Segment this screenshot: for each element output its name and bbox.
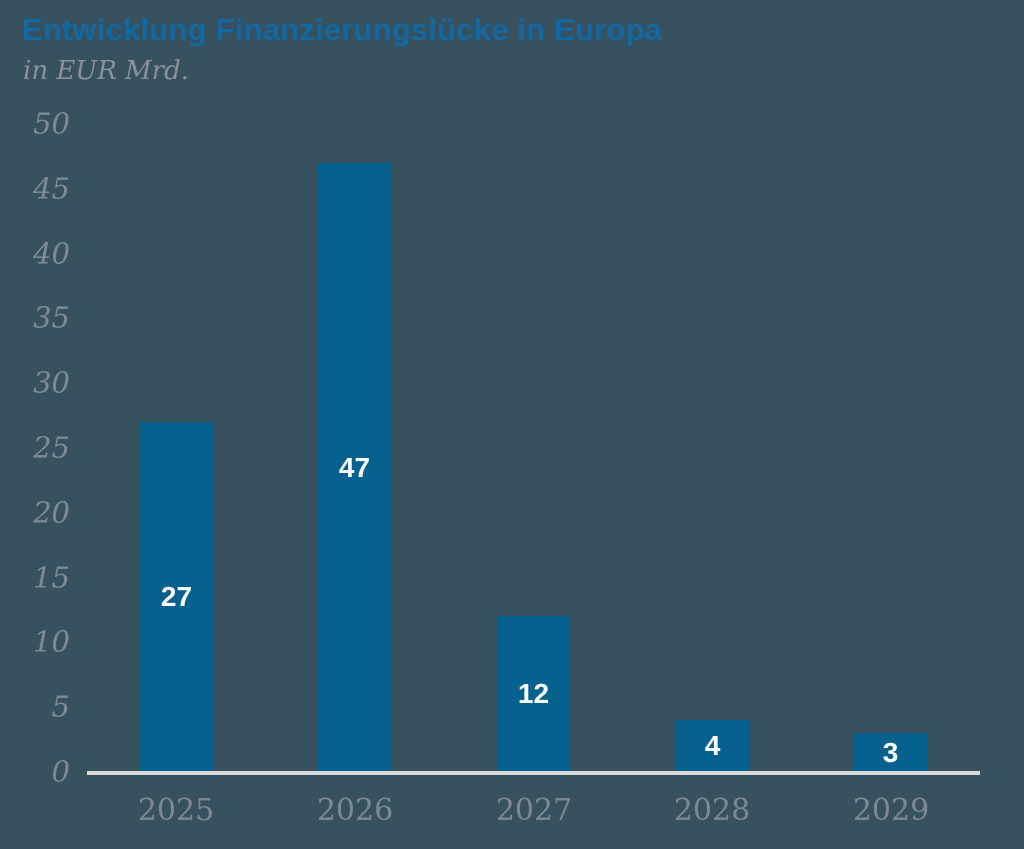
x-axis-label-2029: 2029 bbox=[852, 793, 930, 828]
y-axis-tick-label-40: 40 bbox=[33, 236, 70, 271]
y-axis-tick-label-25: 25 bbox=[33, 430, 70, 465]
y-axis-tick-label-35: 35 bbox=[33, 300, 70, 335]
x-axis-label-2026: 2026 bbox=[316, 793, 394, 828]
y-axis-tick-label-15: 15 bbox=[33, 560, 70, 595]
bar-2028: 4 bbox=[676, 720, 749, 772]
x-axis-label-2027: 2027 bbox=[495, 793, 573, 828]
chart-title: Entwicklung Finanzierungslücke in Europa bbox=[22, 12, 663, 47]
y-axis-tick-label-20: 20 bbox=[33, 495, 70, 530]
bar-value-label: 27 bbox=[160, 581, 193, 612]
x-axis-label-2025: 2025 bbox=[137, 793, 215, 828]
bar-2026: 47 bbox=[318, 163, 391, 772]
bar-2027: 12 bbox=[497, 616, 570, 772]
bar-2029: 3 bbox=[854, 733, 927, 772]
y-axis-tick-label-45: 45 bbox=[33, 171, 70, 206]
bar-value-label: 12 bbox=[517, 678, 550, 709]
x-axis-label-2028: 2028 bbox=[673, 793, 751, 828]
chart-subtitle: in EUR Mrd. bbox=[23, 56, 190, 86]
bar-value-label: 4 bbox=[704, 730, 721, 761]
bar-value-label: 3 bbox=[882, 736, 899, 768]
bar-value-label: 47 bbox=[338, 451, 371, 483]
bar-2025: 27 bbox=[140, 422, 213, 772]
y-axis-tick-label-50: 50 bbox=[33, 106, 70, 141]
x-axis-line bbox=[87, 771, 980, 775]
y-axis-tick-label-5: 5 bbox=[51, 689, 70, 724]
y-axis-tick-label-30: 30 bbox=[33, 365, 70, 400]
y-axis-tick-label-0: 0 bbox=[51, 754, 70, 789]
y-axis-tick-label-10: 10 bbox=[33, 624, 70, 659]
